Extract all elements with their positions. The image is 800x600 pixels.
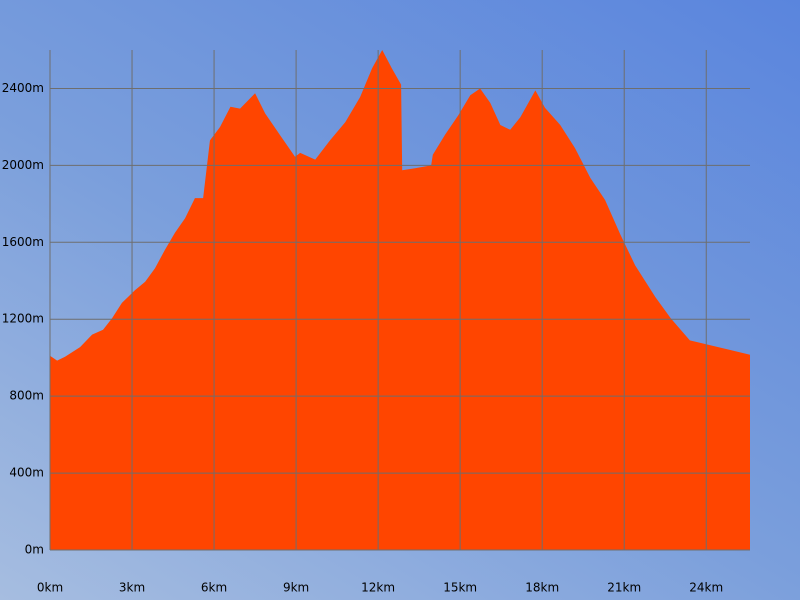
y-tick-label: 2000m	[2, 158, 44, 172]
x-tick-label: 15km	[443, 581, 477, 595]
x-tick-label: 12km	[361, 581, 395, 595]
y-tick-label: 2400m	[2, 81, 44, 95]
x-tick-label: 18km	[525, 581, 559, 595]
x-tick-label: 24km	[689, 581, 723, 595]
elevation-area	[50, 50, 750, 550]
x-tick-label: 3km	[119, 581, 145, 595]
y-tick-label: 800m	[9, 389, 44, 403]
x-tick-label: 9km	[283, 581, 309, 595]
y-tick-label: 1600m	[2, 235, 44, 249]
x-tick-label: 6km	[201, 581, 227, 595]
x-tick-label: 0km	[37, 581, 63, 595]
y-tick-label: 0m	[25, 543, 44, 557]
y-tick-label: 1200m	[2, 312, 44, 326]
x-tick-label: 21km	[607, 581, 641, 595]
y-tick-label: 400m	[9, 466, 44, 480]
